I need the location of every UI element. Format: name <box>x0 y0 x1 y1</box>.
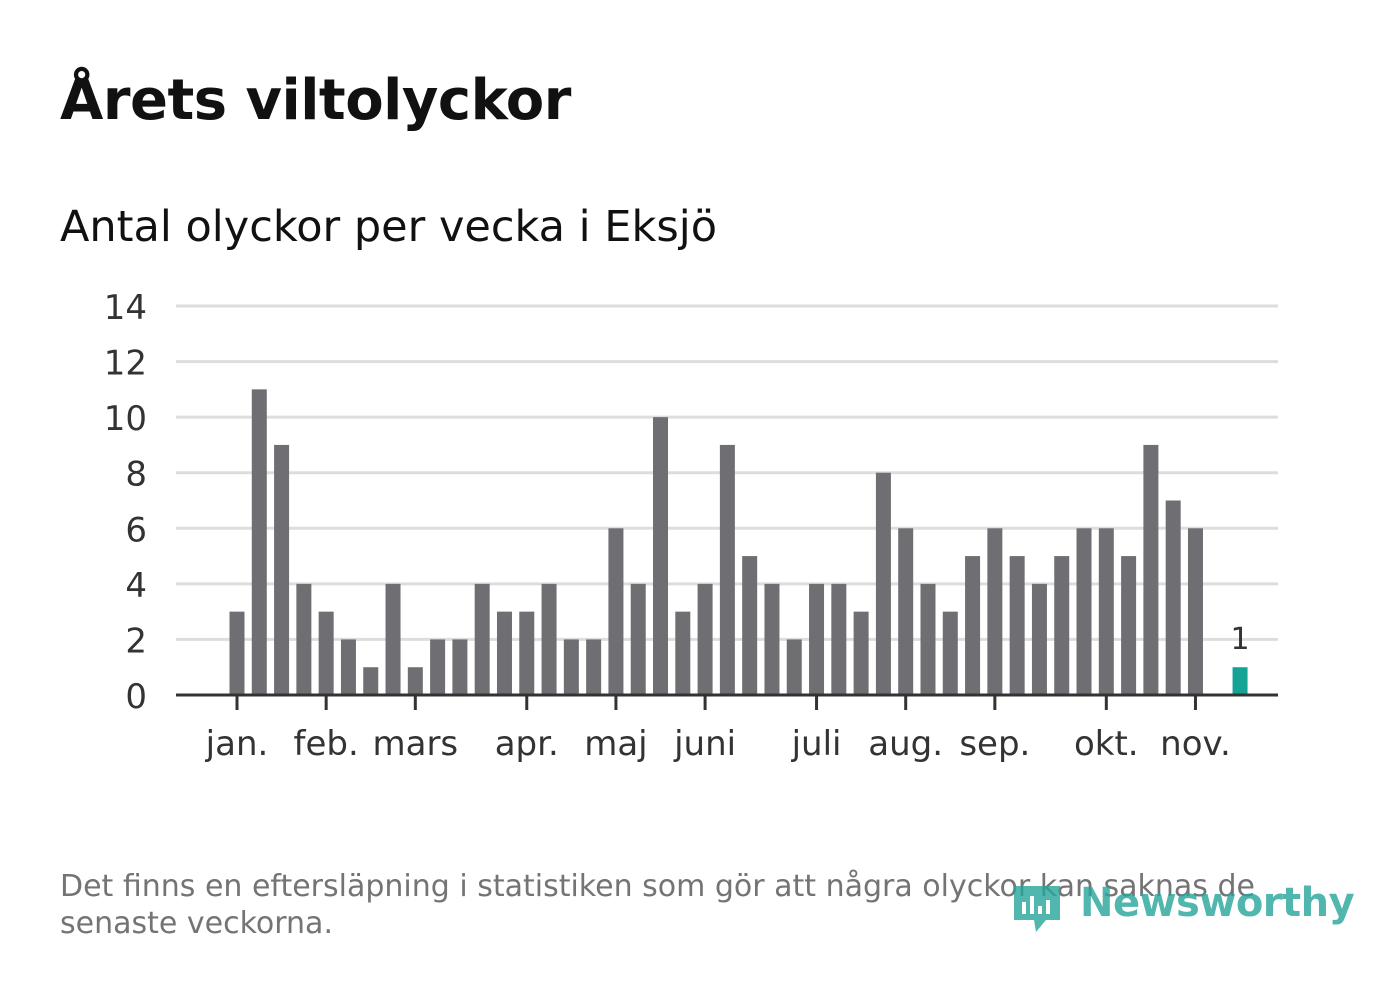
bar <box>675 611 691 695</box>
x-tick-label: jan. <box>205 724 269 764</box>
bar <box>363 667 379 695</box>
bar <box>452 639 468 695</box>
x-tick-label: aug. <box>868 724 943 764</box>
x-tick-label: nov. <box>1160 724 1231 764</box>
bar <box>474 583 490 695</box>
bar <box>786 639 802 695</box>
bar <box>719 444 735 695</box>
bar <box>630 583 646 695</box>
highlight-data-label: 1 <box>1231 622 1250 657</box>
bar <box>251 389 267 695</box>
bar <box>831 583 847 695</box>
bar <box>898 528 914 695</box>
x-tick-label: sep. <box>959 724 1030 764</box>
bar <box>965 556 981 695</box>
bar <box>942 611 958 695</box>
bar <box>742 556 758 695</box>
chart-subtitle: Antal olyckor per vecka i Eksjö <box>60 202 718 252</box>
y-tick-label: 4 <box>125 566 147 606</box>
x-tick-label: maj <box>584 724 647 764</box>
y-tick-label: 6 <box>125 510 147 550</box>
bar <box>340 639 356 695</box>
bar <box>1009 556 1025 695</box>
bar <box>653 417 669 695</box>
x-axis-ticks: jan. feb. mars apr. maj juni juli aug. sep. okt. n… <box>205 695 1231 764</box>
y-tick-label: 8 <box>125 455 147 495</box>
bar <box>764 583 780 695</box>
x-tick-label: feb. <box>294 724 359 764</box>
bar <box>809 583 825 695</box>
bar <box>1121 556 1137 695</box>
y-tick-label: 0 <box>125 677 147 717</box>
bar-highlight <box>1232 667 1248 695</box>
x-tick-label: mars <box>372 724 458 764</box>
bar <box>586 639 602 695</box>
bar <box>541 583 557 695</box>
bar <box>987 528 1003 695</box>
x-tick-label: apr. <box>495 724 559 764</box>
data-labels: 1 <box>1231 622 1250 657</box>
bar <box>563 639 579 695</box>
x-tick-label: okt. <box>1074 724 1139 764</box>
bar <box>229 611 245 695</box>
bar <box>875 472 891 695</box>
x-tick-label: juni <box>673 724 736 764</box>
y-axis-ticks: 0 2 4 6 8 10 12 14 <box>104 288 147 717</box>
bar <box>1165 500 1181 695</box>
bar <box>430 639 446 695</box>
bar <box>608 528 624 695</box>
bar <box>296 583 312 695</box>
bar <box>274 444 290 695</box>
bar <box>1076 528 1092 695</box>
bar <box>853 611 869 695</box>
bar <box>407 667 423 695</box>
bar <box>519 611 535 695</box>
bar <box>318 611 334 695</box>
y-tick-label: 10 <box>104 399 147 439</box>
x-tick-label: juli <box>791 724 842 764</box>
y-tick-label: 12 <box>104 344 147 384</box>
bar <box>920 583 936 695</box>
newsworthy-logo-text: Newsworthy <box>1080 880 1355 926</box>
bar <box>1098 528 1114 695</box>
bar <box>1143 444 1159 695</box>
y-tick-label: 2 <box>125 621 147 661</box>
bar <box>1031 583 1047 695</box>
bars <box>229 389 1248 695</box>
bar <box>1054 556 1070 695</box>
bar <box>1187 528 1203 695</box>
chart-title: Årets viltolyckor <box>60 68 571 133</box>
newsworthy-logo-icon <box>1014 886 1060 932</box>
bar <box>385 583 401 695</box>
bar <box>697 583 713 695</box>
newsworthy-logo: Newsworthy <box>1010 876 1355 940</box>
bar <box>496 611 512 695</box>
y-tick-label: 14 <box>104 288 147 328</box>
